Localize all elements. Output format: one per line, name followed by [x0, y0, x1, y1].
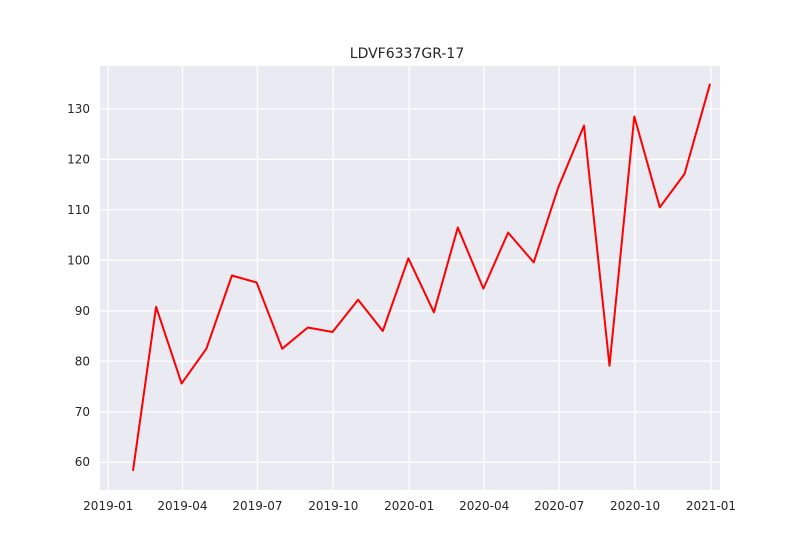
- x-tick-label: 2019-01: [83, 499, 133, 513]
- series-group: [132, 83, 712, 471]
- x-tick-label: 2019-04: [157, 499, 207, 513]
- y-tick-label: 130: [67, 102, 90, 116]
- series-line: [132, 83, 712, 471]
- x-tick-label: 2019-07: [232, 499, 282, 513]
- x-tick-label: 2020-10: [610, 499, 660, 513]
- y-tick-label: 110: [67, 203, 90, 217]
- x-tick-label: 2020-04: [459, 499, 509, 513]
- x-tick-label: 2021-01: [686, 499, 736, 513]
- chart-title: LDVF6337GR-17: [350, 46, 464, 62]
- x-tick-label: 2020-07: [534, 499, 584, 513]
- x-axis: 2019-01 2019-04 2019-07 2019-10 2020-01 2020-…: [83, 499, 736, 513]
- x-tick-label: 2019-10: [308, 499, 358, 513]
- y-tick-label: 70: [75, 405, 90, 419]
- x-tick-label: 2020-01: [384, 499, 434, 513]
- y-tick-label: 120: [67, 152, 90, 166]
- plot-area: [100, 66, 720, 490]
- y-tick-label: 100: [67, 253, 90, 267]
- y-tick-label: 90: [75, 304, 90, 318]
- y-tick-label: 80: [75, 354, 90, 368]
- y-axis: 60 70 80 90 100 110 120 130: [67, 102, 90, 469]
- y-tick-label: 60: [75, 455, 90, 469]
